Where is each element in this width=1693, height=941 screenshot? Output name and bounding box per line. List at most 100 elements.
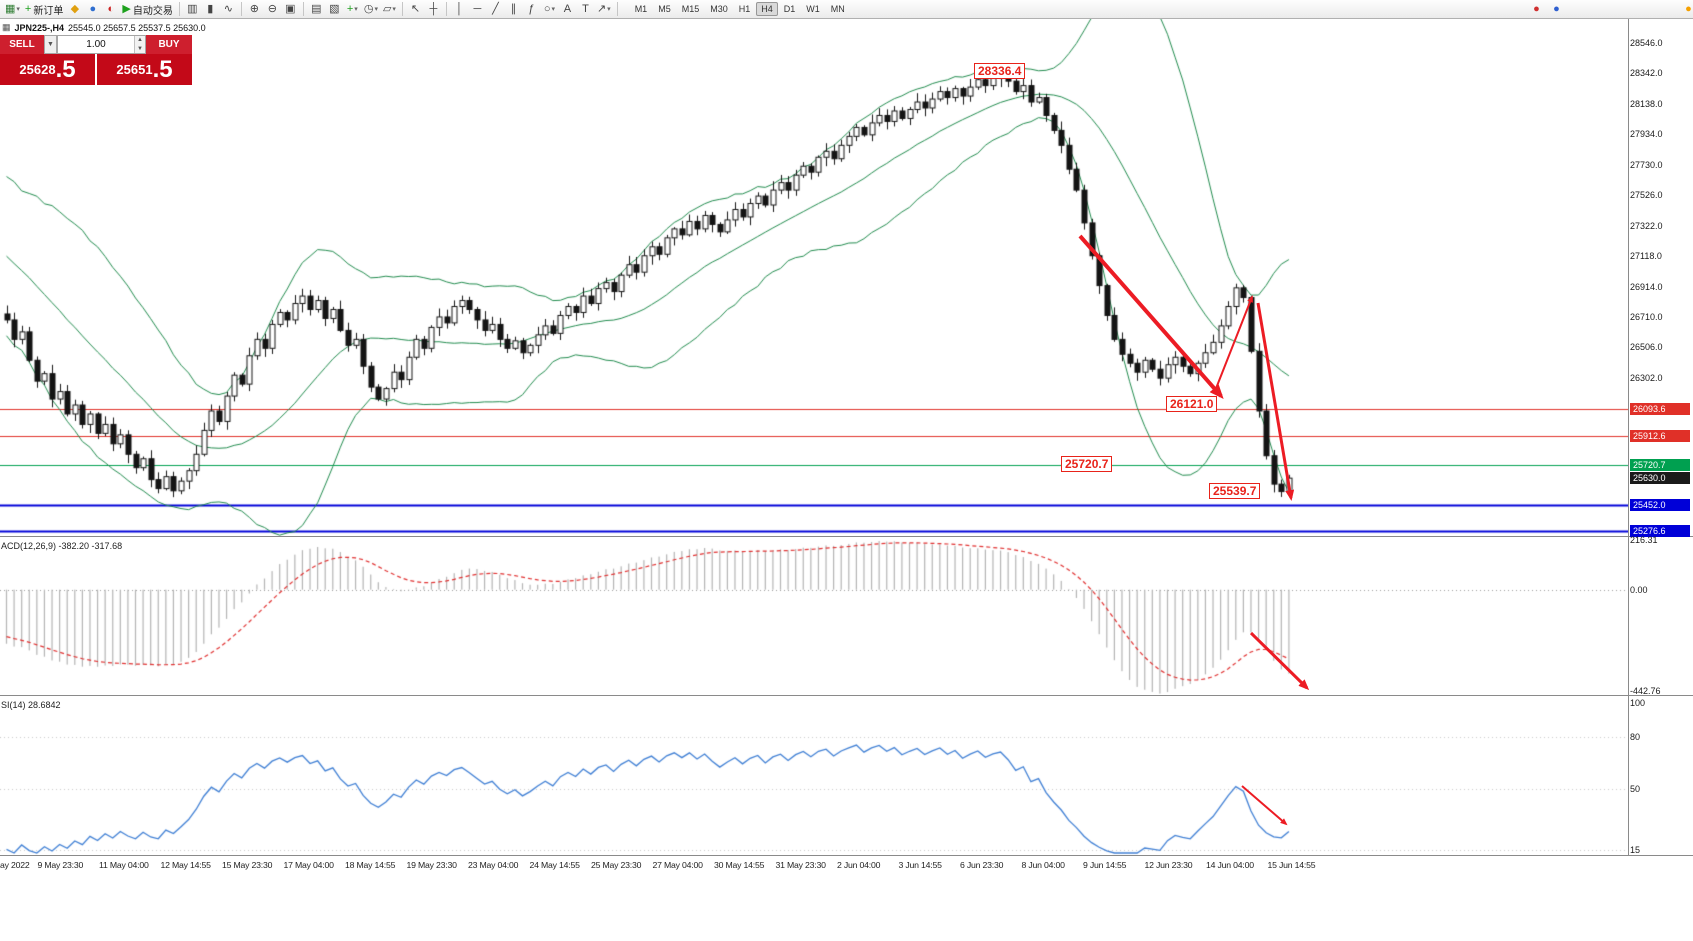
lot-up-icon[interactable]: ▲ <box>135 36 145 45</box>
channel-icon[interactable]: ∥ <box>505 1 522 17</box>
pane-divider[interactable] <box>0 855 1693 856</box>
time-label: 19 May 23:30 <box>406 860 457 870</box>
period-icon[interactable]: ◷ ▾ <box>362 1 380 17</box>
timeframe-d1-button[interactable]: D1 <box>783 4 796 14</box>
period-icon: ◷ <box>363 3 374 15</box>
chart-red-icon[interactable]: ● <box>1528 1 1545 17</box>
shapes-icon: ○ <box>543 3 551 15</box>
chart-annotation-label[interactable]: 25539.7 <box>1209 483 1261 499</box>
alerts-icon: ◆ <box>70 3 80 15</box>
timeframe-bar: M1 M5 M15 M30 H1 H4 D1 W1 MN <box>630 2 850 16</box>
templates-icon-dropdown[interactable]: ▾ <box>392 6 396 13</box>
timeframe-h1-button[interactable]: H1 <box>738 4 751 14</box>
chart-annotation-label[interactable]: 25720.7 <box>1061 456 1113 472</box>
timeframe-h4-button[interactable]: H4 <box>756 2 778 16</box>
market-watch-icon[interactable]: ● <box>84 1 101 17</box>
tile-windows-icon[interactable]: ▣ <box>282 1 299 17</box>
auto-arrange-icon[interactable]: ▤ <box>308 1 325 17</box>
text-icon[interactable]: A <box>559 1 576 17</box>
horizontal-line-icon[interactable]: ─ <box>469 1 486 17</box>
timeframe-m15-button[interactable]: M15 <box>681 4 700 14</box>
chart-annotation-label[interactable]: 28336.4 <box>974 63 1026 79</box>
autotrading-button[interactable]: ▶ 自动交易 <box>120 1 174 17</box>
label-icon[interactable]: T <box>577 1 594 17</box>
buy-price[interactable]: 25651.5 <box>97 54 192 85</box>
toolbar-right: ● ● ● <box>1528 1 1693 17</box>
new-chart-icon[interactable]: ▦ ▾ <box>3 1 22 17</box>
price-tick: 26506.0 <box>1630 342 1663 353</box>
cursor-icon[interactable]: ↖ <box>407 1 424 17</box>
label-icon: T <box>582 3 589 15</box>
time-label: 17 May 04:00 <box>283 860 334 870</box>
sell-button[interactable]: SELL <box>0 35 44 54</box>
price-tick: 27526.0 <box>1630 190 1663 201</box>
zoom-in-icon[interactable]: ⊕ <box>246 1 263 17</box>
timeframe-m1-button[interactable]: M1 <box>634 4 648 14</box>
alerts-icon[interactable]: ◆ <box>66 1 83 17</box>
price-tick: 27118.0 <box>1630 251 1662 262</box>
data-window-icon: ◐ <box>107 3 115 15</box>
lot-size-input[interactable] <box>58 36 134 53</box>
time-label: 15 May 23:30 <box>222 860 273 870</box>
rsi-indicator-canvas[interactable] <box>0 696 1628 855</box>
timeframe-mn-button[interactable]: MN <box>830 4 845 14</box>
notification-icon[interactable]: ● <box>1680 1 1693 17</box>
crosshair-icon: ┼ <box>429 3 438 15</box>
bar-chart-icon: ▥ <box>187 3 198 15</box>
fibonacci-icon: ƒ <box>528 3 535 15</box>
buy-button[interactable]: BUY <box>146 35 192 54</box>
macd-indicator-canvas[interactable] <box>0 537 1628 695</box>
fibonacci-icon[interactable]: ƒ <box>523 1 540 17</box>
arrows-icon: ↗ <box>596 3 607 15</box>
price-tick: 27934.0 <box>1630 129 1663 140</box>
sell-price-main: 25628 <box>19 62 56 77</box>
pane-divider[interactable] <box>0 695 1693 696</box>
buy-price-pips: .5 <box>152 55 173 83</box>
crosshair-icon[interactable]: ┼ <box>425 1 442 17</box>
timeframe-w1-button[interactable]: W1 <box>806 4 820 14</box>
time-axis[interactable]: ay 2022 9 May 23:30 11 May 04:00 12 May 14:… <box>0 856 1628 876</box>
arrows-icon[interactable]: ↗ ▾ <box>595 1 613 17</box>
toolbar-separator <box>178 2 180 16</box>
tile-windows-icon: ▣ <box>285 3 296 15</box>
symbol-label: JPN225-,H4 <box>14 22 65 33</box>
timeframe-m30-button[interactable]: M30 <box>710 4 728 14</box>
time-label: 12 Jun 23:30 <box>1144 860 1193 870</box>
indicators-icon-dropdown[interactable]: ▾ <box>354 6 358 13</box>
chart-annotation-label[interactable]: 26121.0 <box>1166 396 1218 412</box>
order-type-dropdown[interactable]: ▼ <box>44 35 57 54</box>
shapes-icon-dropdown[interactable]: ▾ <box>551 6 556 13</box>
new-order-button[interactable]: + 新订单 <box>23 1 65 17</box>
price-axis-line <box>1628 18 1629 856</box>
time-label: 24 May 14:55 <box>529 860 580 870</box>
arrows-icon-dropdown[interactable]: ▾ <box>607 6 611 13</box>
grid-icon[interactable]: ▧ <box>326 1 343 17</box>
channel-icon: ∥ <box>510 3 517 15</box>
data-window-icon[interactable]: ◐ <box>102 1 119 17</box>
vertical-line-icon[interactable]: │ <box>451 1 468 17</box>
sell-price[interactable]: 25628.5 <box>0 54 97 85</box>
templates-icon[interactable]: ▱ ▾ <box>381 1 398 17</box>
zoom-out-icon[interactable]: ⊖ <box>264 1 281 17</box>
rsi-label: SI(14) 28.6842 <box>1 700 61 710</box>
lot-down-icon[interactable]: ▼ <box>135 44 145 53</box>
pane-divider[interactable] <box>0 536 1693 537</box>
zoom-out-icon: ⊖ <box>267 3 277 15</box>
timeframe-m5-button[interactable]: M5 <box>658 4 671 14</box>
price-display: 25628.5 25651.5 <box>0 54 192 85</box>
period-icon-dropdown[interactable]: ▾ <box>374 6 378 13</box>
candlestick-chart-icon[interactable]: ▮ <box>202 1 219 17</box>
sell-price-pips: .5 <box>55 55 76 83</box>
bar-chart-icon[interactable]: ▥ <box>184 1 201 17</box>
indicators-icon[interactable]: + ▾ <box>344 1 361 17</box>
shapes-icon[interactable]: ○ ▾ <box>541 1 558 17</box>
candlestick-chart-icon: ▮ <box>207 3 214 15</box>
price-line-label: 26093.6 <box>1630 402 1690 415</box>
new-chart-icon-dropdown[interactable]: ▾ <box>16 6 20 13</box>
main-chart-canvas[interactable] <box>0 18 1628 536</box>
chart-blue-icon[interactable]: ● <box>1548 1 1565 17</box>
price-line-label: 25912.6 <box>1630 429 1690 442</box>
trendline-icon[interactable]: ╱ <box>487 1 504 17</box>
ohlc-values: 25545.0 25657.5 25537.5 25630.0 <box>68 22 206 33</box>
line-chart-icon[interactable]: ∿ <box>220 1 237 17</box>
